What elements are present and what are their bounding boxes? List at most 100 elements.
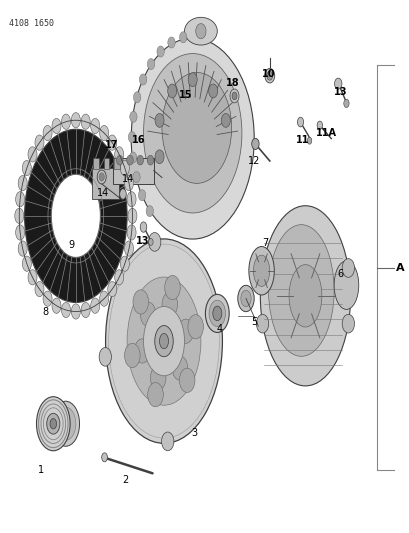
Text: 11A: 11A [315, 128, 336, 138]
Ellipse shape [126, 155, 133, 165]
Ellipse shape [90, 118, 99, 134]
Ellipse shape [205, 294, 229, 333]
Text: 14: 14 [121, 174, 134, 183]
Ellipse shape [143, 53, 241, 213]
Text: 15: 15 [178, 90, 191, 100]
Ellipse shape [116, 155, 123, 165]
Ellipse shape [240, 290, 250, 307]
Ellipse shape [97, 170, 106, 184]
Ellipse shape [237, 285, 254, 312]
Ellipse shape [61, 302, 70, 318]
Ellipse shape [137, 155, 143, 165]
Ellipse shape [71, 304, 80, 319]
Ellipse shape [50, 418, 56, 429]
Ellipse shape [147, 383, 163, 407]
Ellipse shape [28, 270, 37, 285]
Ellipse shape [106, 239, 222, 443]
FancyBboxPatch shape [92, 168, 119, 199]
Ellipse shape [143, 306, 184, 376]
Ellipse shape [162, 72, 231, 183]
Ellipse shape [129, 152, 137, 163]
Ellipse shape [343, 99, 348, 108]
Ellipse shape [256, 259, 268, 277]
Ellipse shape [150, 366, 166, 390]
Ellipse shape [28, 147, 37, 162]
Ellipse shape [184, 17, 217, 45]
Ellipse shape [120, 256, 129, 271]
Ellipse shape [212, 306, 221, 321]
Text: 7: 7 [262, 238, 268, 247]
Ellipse shape [124, 343, 140, 368]
Ellipse shape [51, 174, 100, 257]
Text: 17: 17 [105, 140, 118, 150]
Ellipse shape [297, 117, 303, 127]
Ellipse shape [36, 397, 70, 451]
Ellipse shape [138, 190, 146, 201]
Ellipse shape [99, 125, 108, 141]
Text: 16: 16 [132, 135, 145, 144]
Ellipse shape [334, 78, 341, 89]
FancyBboxPatch shape [93, 158, 99, 168]
Text: 12: 12 [247, 156, 260, 166]
Ellipse shape [43, 291, 52, 306]
Ellipse shape [81, 302, 90, 318]
Ellipse shape [128, 132, 135, 143]
Ellipse shape [128, 208, 137, 223]
Ellipse shape [25, 130, 127, 303]
Ellipse shape [99, 348, 111, 366]
Ellipse shape [140, 222, 146, 232]
Ellipse shape [159, 334, 168, 349]
Text: 4: 4 [216, 324, 222, 334]
Ellipse shape [119, 189, 126, 199]
Ellipse shape [108, 281, 117, 297]
Text: 3: 3 [191, 428, 197, 438]
Ellipse shape [133, 290, 148, 314]
Ellipse shape [251, 139, 258, 149]
Ellipse shape [90, 298, 99, 313]
Ellipse shape [172, 356, 187, 380]
Ellipse shape [61, 114, 70, 130]
FancyBboxPatch shape [103, 158, 109, 168]
Ellipse shape [155, 150, 164, 164]
Text: 4108 1650: 4108 1650 [9, 19, 54, 28]
Ellipse shape [342, 314, 354, 333]
Ellipse shape [215, 307, 227, 326]
Ellipse shape [188, 73, 197, 86]
Ellipse shape [139, 74, 146, 85]
Ellipse shape [178, 319, 193, 343]
Text: 8: 8 [43, 307, 49, 317]
Ellipse shape [221, 114, 230, 127]
Ellipse shape [101, 453, 107, 462]
Ellipse shape [146, 206, 153, 216]
Ellipse shape [157, 46, 164, 57]
Ellipse shape [127, 192, 136, 207]
Ellipse shape [35, 281, 44, 297]
Ellipse shape [140, 302, 155, 326]
Text: 6: 6 [337, 270, 342, 279]
Text: 1: 1 [38, 465, 44, 475]
Ellipse shape [253, 255, 269, 286]
Ellipse shape [99, 173, 104, 181]
Ellipse shape [81, 114, 90, 130]
Ellipse shape [124, 175, 133, 191]
Ellipse shape [52, 298, 61, 313]
Text: 2: 2 [121, 475, 128, 484]
Ellipse shape [52, 401, 79, 446]
Ellipse shape [231, 92, 236, 100]
Ellipse shape [264, 68, 274, 83]
Text: 5: 5 [250, 318, 257, 327]
Ellipse shape [342, 259, 354, 277]
Ellipse shape [256, 314, 268, 333]
Ellipse shape [209, 300, 225, 327]
Ellipse shape [43, 125, 52, 141]
Ellipse shape [147, 155, 153, 165]
Ellipse shape [155, 326, 173, 357]
Ellipse shape [134, 339, 150, 363]
Ellipse shape [35, 135, 44, 150]
Ellipse shape [248, 246, 274, 295]
Ellipse shape [167, 37, 175, 48]
Text: 11: 11 [295, 135, 308, 144]
Ellipse shape [18, 175, 27, 191]
Ellipse shape [317, 121, 322, 130]
Ellipse shape [15, 208, 24, 223]
